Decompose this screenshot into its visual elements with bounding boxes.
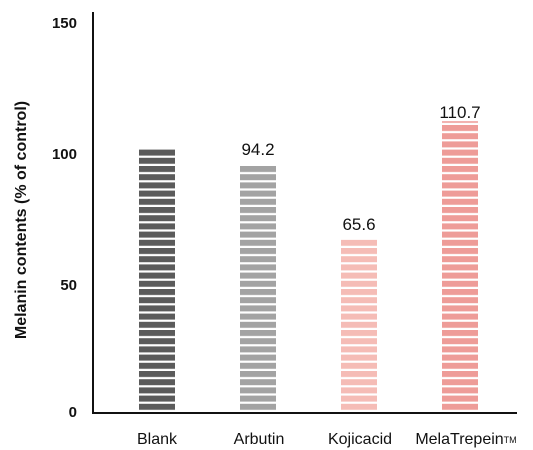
bar-blank (139, 149, 175, 413)
category-label-arbutin: Arbutin (234, 431, 285, 448)
y-axis-label: Melanin contents (% of control) (13, 101, 30, 339)
y-tick-label-150: 150 (52, 15, 77, 32)
bar-arbutin (240, 164, 276, 412)
bars-group (139, 121, 478, 413)
data-label-arbutin: 94.2 (241, 140, 274, 159)
data-label-kojicacid: 65.6 (342, 215, 375, 234)
category-label-kojicacid: Kojicacid (328, 431, 392, 448)
y-tick-label-50: 50 (60, 277, 77, 294)
category-label-melatrepein: MelaTrepeinTM (415, 431, 516, 448)
data-label-melatrepein: 110.7 (439, 103, 480, 122)
category-label-blank: Blank (137, 431, 178, 448)
bar-melatrepein (442, 121, 478, 412)
bar-kojicacid (341, 239, 377, 412)
y-tick-label-0: 0 (69, 404, 77, 421)
y-tick-label-100: 100 (52, 146, 77, 163)
